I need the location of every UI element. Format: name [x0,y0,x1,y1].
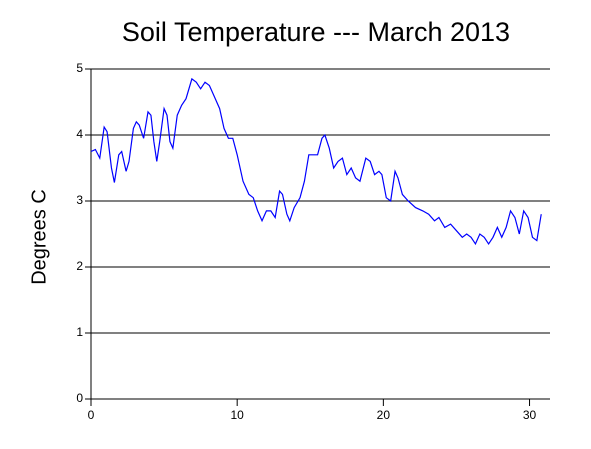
x-tick-label: 20 [377,408,391,422]
y-tick-label: 2 [76,259,83,273]
chart-title: Soil Temperature --- March 2013 [122,17,510,47]
series-line [90,77,542,246]
y-tick-label: 3 [76,193,83,207]
y-tick-label: 5 [76,61,83,75]
y-tick-label: 4 [76,127,83,141]
x-tick-label: 0 [88,408,95,422]
y-axis-label: Degrees C [28,189,50,285]
y-tick-label: 1 [76,325,83,339]
y-tick-label: 0 [76,391,83,405]
x-tick-label: 30 [523,408,537,422]
x-tick-label: 10 [230,408,244,422]
